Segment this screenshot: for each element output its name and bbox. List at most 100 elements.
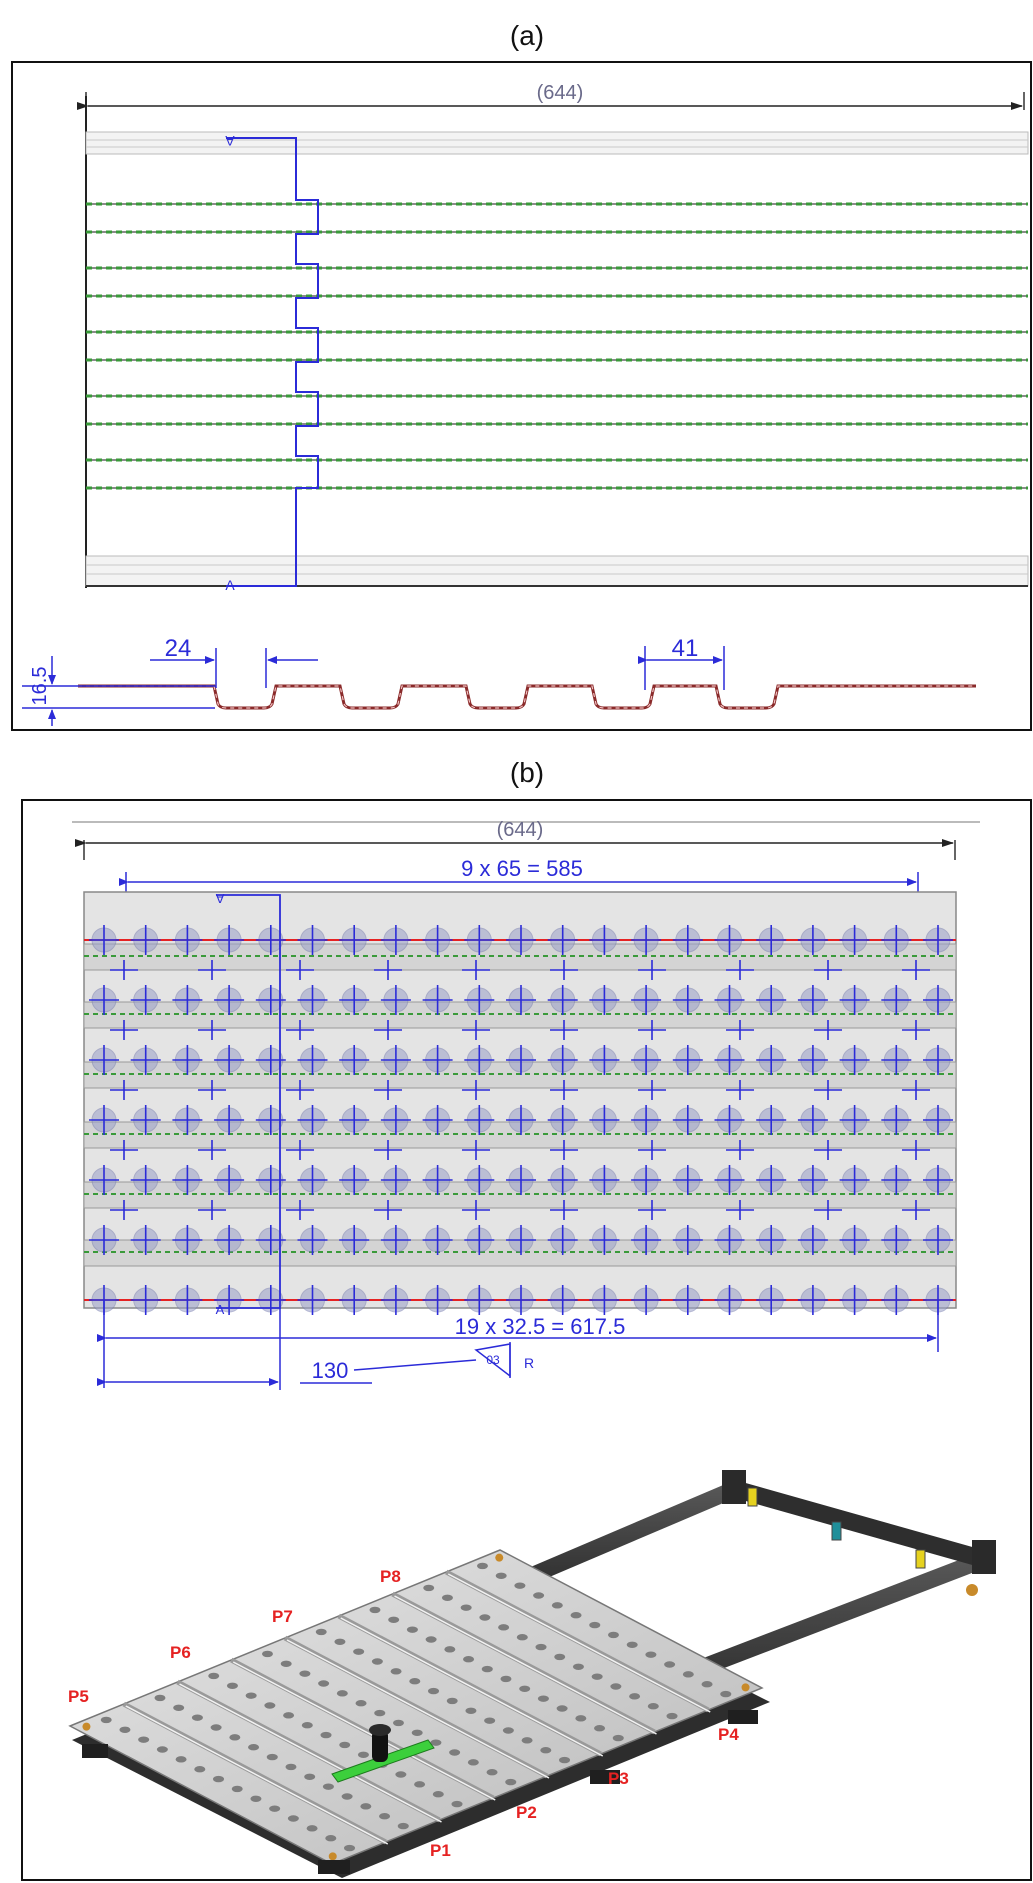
plate-rib-highlight [232,1661,496,1801]
plate-hole [514,1582,526,1589]
fixture-corner-block [722,1470,746,1504]
plate-hole [629,1693,641,1700]
plate-hole [304,1773,316,1780]
plate-hole [460,1604,472,1611]
fixture-plate-holes [82,1553,750,1861]
plate-hole [495,1572,507,1579]
plate-hole [156,1746,168,1753]
plate-hole [500,1675,512,1683]
position-label-p4: P4 [718,1725,739,1744]
plate-hole [682,1671,694,1678]
plate-hole [299,1670,311,1677]
plate-hole [374,1709,386,1717]
plate-hole [261,1650,273,1658]
plate-hole [701,1681,713,1688]
panel-a-dim-24 [150,648,318,688]
plate-rib [230,1657,495,1801]
plate-hole [411,1729,423,1736]
plate-hole [344,1844,356,1852]
plate-hole [269,1805,281,1812]
plate-hole [486,1769,498,1776]
panel-a-section-mark-bottom: A [225,577,235,593]
panel-a-caption: (a) [510,20,544,51]
panel-a-frame [11,61,1032,731]
plate-hole [516,1634,528,1641]
plate-hole [397,1822,409,1830]
plate-hole [318,1680,330,1687]
position-label-p3: P3 [608,1769,629,1788]
plate-hole [430,1739,442,1746]
toggle-clamp-handle [372,1730,388,1762]
plate-hole [423,1584,435,1592]
panel-a-dim-16-5-label: 16.5 [29,667,51,706]
plate-hole [645,1651,657,1658]
panel-a-section-mark-top: A [225,133,235,149]
plate-hole [444,1646,456,1653]
plate-rib-highlight [286,1639,550,1779]
fixture-foot [318,1860,350,1874]
plate-hole [666,1712,678,1720]
plate-rib-highlight [179,1683,442,1823]
plate-hole [100,1716,112,1724]
plate-hole [533,1592,545,1599]
fixture-foot [728,1710,758,1724]
plate-hole [498,1624,510,1631]
panel-a-dim-41 [638,646,725,690]
plate-rib [337,1613,602,1757]
plate-hole [540,1747,552,1754]
plate-hole [325,1835,337,1842]
plate-hole [226,1682,238,1689]
plate-hole [341,1793,353,1800]
plate-hole [320,1731,332,1739]
plate-rib [283,1635,549,1779]
plate-hole [336,1690,348,1697]
position-label-p2: P2 [516,1803,537,1822]
plate-hole [339,1741,351,1749]
plate-hole [245,1692,257,1699]
plate-hole [607,1631,619,1639]
plate-hole [360,1803,372,1810]
plate-rib [445,1569,710,1713]
plate-hole [428,1687,440,1695]
position-label-p8: P8 [380,1567,401,1586]
plate-hole [283,1712,295,1719]
plate-hole [371,1658,383,1665]
corner-pin [328,1852,337,1861]
panel-a-section-line [226,137,319,587]
panel-a-overall-dimension: (644) [77,82,1025,110]
plate-hole [647,1703,659,1710]
plate-hole [664,1661,676,1668]
plate-hole [451,1800,463,1808]
plate-rib [176,1679,441,1823]
position-label-p5: P5 [68,1687,89,1706]
plate-hole [388,1616,400,1623]
plate-hole [379,1813,391,1820]
corner-pin [741,1683,750,1692]
plate-hole [322,1783,334,1790]
plate-hole [390,1668,402,1675]
plate-hole [594,1725,606,1732]
plate-hole [248,1744,260,1751]
plate-hole [231,1785,243,1793]
plate-hole [369,1606,381,1614]
plate-hole [505,1778,517,1786]
plate-hole [414,1781,426,1788]
fixture-rail-end [735,1480,990,1570]
plate-rib-highlight [394,1595,657,1735]
panel-b-overall-dimension: (644) [72,819,980,860]
plate-hole [175,1756,187,1763]
fixture-foot [82,1744,108,1758]
panel-b-dim-585-label: 9 x 65 = 585 [461,856,583,881]
plate-rib-highlight [125,1705,389,1845]
plate-hole [484,1717,496,1724]
panel-b-frame [21,799,1032,1881]
plate-hole [229,1734,241,1741]
plate-hole [575,1715,587,1722]
corner-pin [82,1722,91,1731]
plate-hole [537,1695,549,1702]
plate-hole [210,1724,222,1731]
plate-hole [119,1726,131,1733]
plate-hole [191,1714,203,1721]
clamp-teal [831,1521,842,1541]
